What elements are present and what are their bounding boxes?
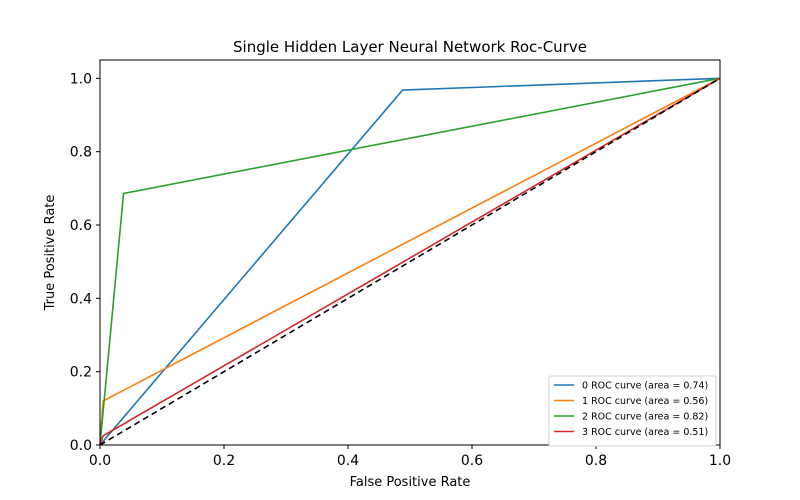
- plot-frame: [99, 59, 721, 446]
- plot-lines: [99, 77, 721, 446]
- x-axis-ticks: 0.0 0.2 0.4 0.6 0.8 1.0: [89, 445, 731, 469]
- x-axis-label: False Positive Rate: [350, 475, 471, 490]
- chance-diagonal-line: [99, 77, 721, 446]
- roc-series-line-3: [99, 77, 721, 446]
- x-tick-label: 1.0: [709, 453, 731, 469]
- x-tick-label: 0.6: [461, 453, 483, 469]
- legend-label-1: 1 ROC curve (area = 0.56): [582, 396, 708, 407]
- legend: 0 ROC curve (area = 0.74) 1 ROC curve (ar…: [548, 375, 717, 447]
- legend-label-2: 2 ROC curve (area = 0.82): [582, 412, 708, 423]
- y-tick-label: 0.8: [70, 145, 92, 161]
- y-axis-ticks: 0.0 0.2 0.4 0.6 0.8 1.0: [70, 71, 100, 454]
- y-tick-label: 0.2: [70, 365, 92, 381]
- roc-series-line-0: [99, 77, 721, 446]
- chart-title: Single Hidden Layer Neural Network Roc-C…: [233, 38, 587, 56]
- y-tick-label: 0.4: [70, 291, 92, 307]
- x-tick-label: 0.2: [213, 453, 235, 469]
- y-tick-label: 0.0: [70, 438, 92, 454]
- y-tick-label: 0.6: [70, 218, 92, 234]
- x-tick-label: 0.8: [585, 453, 607, 469]
- y-tick-label: 1.0: [70, 71, 92, 87]
- y-axis-label: True Positive Rate: [43, 195, 58, 312]
- legend-label-3: 3 ROC curve (area = 0.51): [582, 427, 708, 438]
- legend-box: [548, 375, 717, 447]
- x-tick-label: 0.4: [337, 453, 359, 469]
- roc-series-line-2: [99, 77, 721, 446]
- legend-label-0: 0 ROC curve (area = 0.74): [582, 381, 708, 392]
- x-tick-label: 0.0: [89, 453, 111, 469]
